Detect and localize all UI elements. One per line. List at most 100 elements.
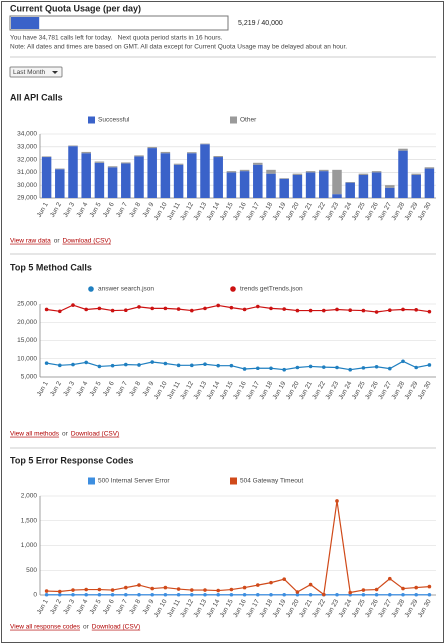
point [216,592,220,597]
point [58,309,62,314]
legend-label: Other [240,117,257,124]
point [97,364,102,369]
bar [279,178,289,198]
select-box[interactable] [9,66,63,78]
legend-marker [88,286,94,292]
point [374,310,379,314]
point [110,592,115,597]
point [242,585,247,590]
point [84,360,88,365]
link[interactable]: View all response codes [10,624,81,631]
link[interactable]: Download (CSV) [63,238,111,245]
point [269,580,273,585]
bar [239,169,250,172]
link[interactable]: Download (CSV) [71,431,119,438]
point [427,309,432,314]
point [348,308,353,313]
point [137,305,141,309]
point [374,587,379,592]
point [242,367,247,371]
y-tick-label: 32,000 [17,156,37,163]
quota-label: 5,219 / 40,000 [238,20,283,27]
link[interactable]: View all methods [10,431,60,438]
point [282,592,287,597]
y-tick-label: 15,000 [17,337,37,344]
point [335,307,339,312]
bar [68,146,78,198]
point [71,362,75,367]
point [190,588,194,592]
link[interactable]: Download (CSV) [92,624,140,631]
point [176,587,181,591]
point [97,592,102,597]
point [361,592,366,597]
point [97,587,102,592]
point [308,592,313,597]
point [203,362,207,367]
point [71,588,75,592]
bar [173,163,184,165]
y-tick-label: 1,500 [21,517,38,524]
bar [319,171,329,198]
y-tick-label: 10,000 [17,355,37,362]
point [308,308,313,313]
bar [81,153,91,198]
bar [55,169,65,198]
point [203,588,207,592]
point [71,592,75,597]
bar [266,169,276,174]
point [348,590,353,595]
bar [41,157,52,198]
point [44,589,49,593]
bar [319,169,329,172]
point [401,359,405,364]
y-tick-label: 30,000 [17,182,37,189]
point [361,308,366,313]
bar [385,185,395,188]
point [71,303,75,307]
point [255,583,260,587]
period-select[interactable]: Last Month [9,66,63,78]
chart-title: Top 5 Method Calls [10,262,92,272]
point [216,588,220,593]
series-line [46,500,430,596]
bar [226,171,237,173]
bar [213,157,223,198]
point [348,367,353,372]
point [322,592,326,597]
point [150,586,154,591]
y-tick-label: 25,000 [17,301,37,308]
bar [279,178,289,179]
point [388,366,392,371]
point [335,499,339,503]
point [361,366,366,370]
point [374,592,379,597]
links-joiner: or [62,431,69,438]
point [44,592,49,597]
bar [292,174,303,198]
link[interactable]: View raw data [10,238,51,245]
legend-label: answer search.json [98,286,154,293]
point [137,363,141,367]
quota-bar-track [9,15,229,31]
bar [424,167,435,169]
point [44,307,49,312]
select-text[interactable]: Last Month [13,69,46,76]
y-tick-label: 34,000 [17,131,37,138]
point [176,307,181,311]
point [335,365,339,370]
bar [358,173,369,175]
bar [332,194,342,198]
point [295,365,300,370]
point [255,304,260,309]
point [110,308,115,313]
point [374,364,379,369]
bar [398,150,408,198]
point [84,307,88,312]
bar [187,152,197,154]
y-tick-label: 500 [26,567,37,574]
bar [134,155,144,157]
point [163,592,168,597]
bar [200,143,210,145]
point [308,582,313,587]
